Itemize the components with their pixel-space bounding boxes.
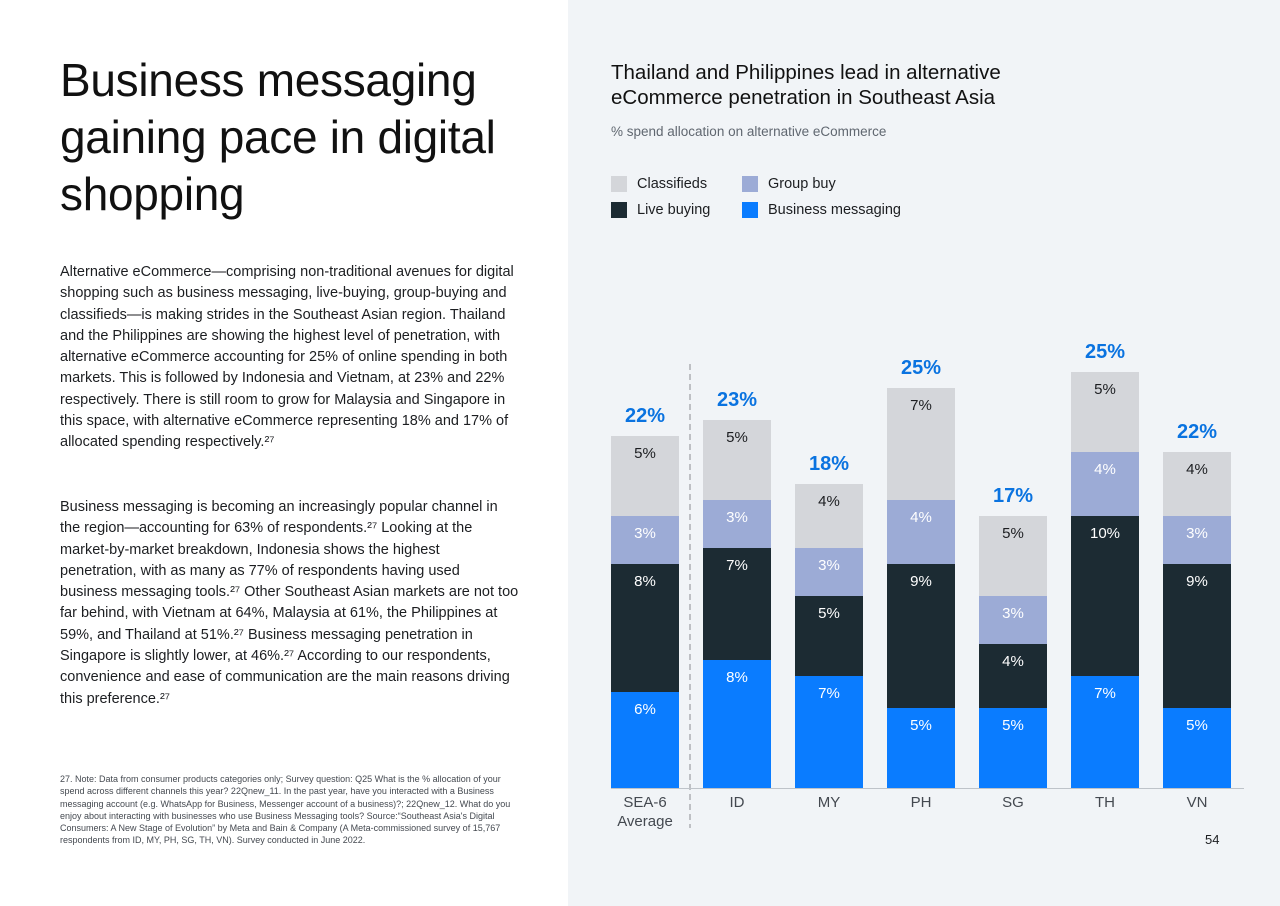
- bar-live-buying-sea-6-average: [611, 564, 679, 692]
- segment-label-group-buy-vn: 3%: [1186, 525, 1208, 542]
- legend-swatch-business-messaging: [742, 202, 758, 218]
- segment-label-group-buy-th: 4%: [1094, 461, 1116, 478]
- bar-group-buy-sea-6-average: [611, 516, 679, 564]
- bar-business-messaging-sea-6-average: [611, 692, 679, 788]
- segment-label-live-buying-id: 7%: [726, 557, 748, 574]
- x-tick-label-ph: PH: [911, 794, 932, 811]
- segment-label-classifieds-vn: 4%: [1186, 461, 1208, 478]
- x-tick-label-my: MY: [818, 794, 841, 811]
- segment-label-business-messaging-vn: 5%: [1186, 717, 1208, 734]
- left-panel: Business messaging gaining pace in digit…: [0, 0, 568, 906]
- legend-item-group-buy: Group buy: [742, 176, 836, 192]
- legend-label-classifieds: Classifieds: [637, 176, 708, 192]
- segment-label-live-buying-my: 5%: [818, 605, 840, 622]
- bar-business-messaging-th: [1071, 676, 1139, 788]
- segment-label-group-buy-sg: 3%: [1002, 605, 1024, 622]
- bar-classifieds-ph: [887, 388, 955, 500]
- bar-group-buy-id: [703, 500, 771, 548]
- bar-live-buying-th: [1071, 516, 1139, 676]
- bar-classifieds-sg: [979, 516, 1047, 596]
- legend-item-classifieds: Classifieds: [611, 176, 707, 192]
- segment-label-live-buying-vn: 9%: [1186, 573, 1208, 590]
- chart-title: Thailand and Philippines lead in alterna…: [611, 61, 1001, 109]
- bar-classifieds-sea-6-average: [611, 436, 679, 516]
- x-tick-label-vn: VN: [1187, 794, 1208, 811]
- bar-classifieds-id: [703, 420, 771, 500]
- segment-label-classifieds-th: 5%: [1094, 381, 1116, 398]
- segment-label-classifieds-ph: 7%: [910, 397, 932, 414]
- segment-label-business-messaging-id: 8%: [726, 669, 748, 686]
- total-label-id: 23%: [717, 389, 757, 411]
- total-label-sg: 17%: [993, 485, 1033, 507]
- bar-group-buy-my: [795, 548, 863, 596]
- legend-label-live-buying: Live buying: [637, 202, 711, 218]
- segment-label-live-buying-ph: 9%: [910, 573, 932, 590]
- bar-business-messaging-vn: [1163, 708, 1231, 788]
- segment-label-business-messaging-ph: 5%: [910, 717, 932, 734]
- bar-classifieds-vn: [1163, 452, 1231, 516]
- bar-business-messaging-sg: [979, 708, 1047, 788]
- bar-classifieds-my: [795, 484, 863, 548]
- bar-live-buying-my: [795, 596, 863, 676]
- segment-label-group-buy-ph: 4%: [910, 509, 932, 526]
- bar-live-buying-sg: [979, 644, 1047, 708]
- segment-label-business-messaging-sg: 5%: [1002, 717, 1024, 734]
- segment-label-live-buying-sg: 4%: [1002, 653, 1024, 670]
- bar-live-buying-ph: [887, 564, 955, 708]
- segment-label-classifieds-id: 5%: [726, 429, 748, 446]
- segment-label-business-messaging-sea-6-average: 6%: [634, 701, 656, 718]
- body-paragraph-2: Business messaging is becoming an increa…: [60, 499, 519, 707]
- segment-label-classifieds-my: 4%: [818, 493, 840, 510]
- bar-classifieds-th: [1071, 372, 1139, 452]
- body-paragraph-1: Alternative eCommerce—comprising non-tra…: [60, 264, 514, 451]
- legend-swatch-live-buying: [611, 202, 627, 218]
- legend-item-live-buying: Live buying: [611, 202, 710, 218]
- stacked-bar-chart: 6% 8% 3% 5% 22% SEA-6 Average 8% 7% 3% 5% 23% ID 7% 5%…: [611, 341, 1244, 830]
- bar-group-buy-sg: [979, 596, 1047, 644]
- segment-label-business-messaging-my: 7%: [818, 685, 840, 702]
- legend-swatch-group-buy: [742, 176, 758, 192]
- segment-label-live-buying-th: 10%: [1090, 525, 1120, 542]
- bar-live-buying-id: [703, 548, 771, 660]
- footnote: 27. Note: Data from consumer products ca…: [60, 774, 511, 846]
- total-label-ph: 25%: [901, 357, 941, 379]
- x-tick-label-id: ID: [730, 794, 745, 811]
- segment-label-classifieds-sea-6-average: 5%: [634, 445, 656, 462]
- bar-group-buy-vn: [1163, 516, 1231, 564]
- segment-label-business-messaging-th: 7%: [1094, 685, 1116, 702]
- x-tick-label-sea-6-average: SEA-6 Average: [617, 794, 673, 830]
- legend-label-business-messaging: Business messaging: [768, 202, 901, 218]
- total-label-sea-6-average: 22%: [625, 405, 665, 427]
- page-title: Business messaging gaining pace in digit…: [60, 54, 496, 220]
- total-label-th: 25%: [1085, 341, 1125, 363]
- segment-label-classifieds-sg: 5%: [1002, 525, 1024, 542]
- x-tick-label-th: TH: [1095, 794, 1115, 811]
- segment-label-group-buy-id: 3%: [726, 509, 748, 526]
- bar-live-buying-vn: [1163, 564, 1231, 708]
- total-label-my: 18%: [809, 453, 849, 475]
- segment-label-group-buy-my: 3%: [818, 557, 840, 574]
- bar-group-buy-th: [1071, 452, 1139, 516]
- legend-swatch-classifieds: [611, 176, 627, 192]
- bar-business-messaging-my: [795, 676, 863, 788]
- page-number: 54: [1205, 832, 1220, 847]
- legend-label-group-buy: Group buy: [768, 176, 836, 192]
- bar-group-buy-ph: [887, 500, 955, 564]
- bar-business-messaging-id: [703, 660, 771, 788]
- total-label-vn: 22%: [1177, 421, 1217, 443]
- segment-label-live-buying-sea-6-average: 8%: [634, 573, 656, 590]
- bar-business-messaging-ph: [887, 708, 955, 788]
- legend-item-business-messaging: Business messaging: [742, 202, 901, 218]
- chart-subtitle: % spend allocation on alternative eComme…: [611, 124, 887, 139]
- segment-label-group-buy-sea-6-average: 3%: [634, 525, 656, 542]
- x-tick-label-sg: SG: [1002, 794, 1024, 811]
